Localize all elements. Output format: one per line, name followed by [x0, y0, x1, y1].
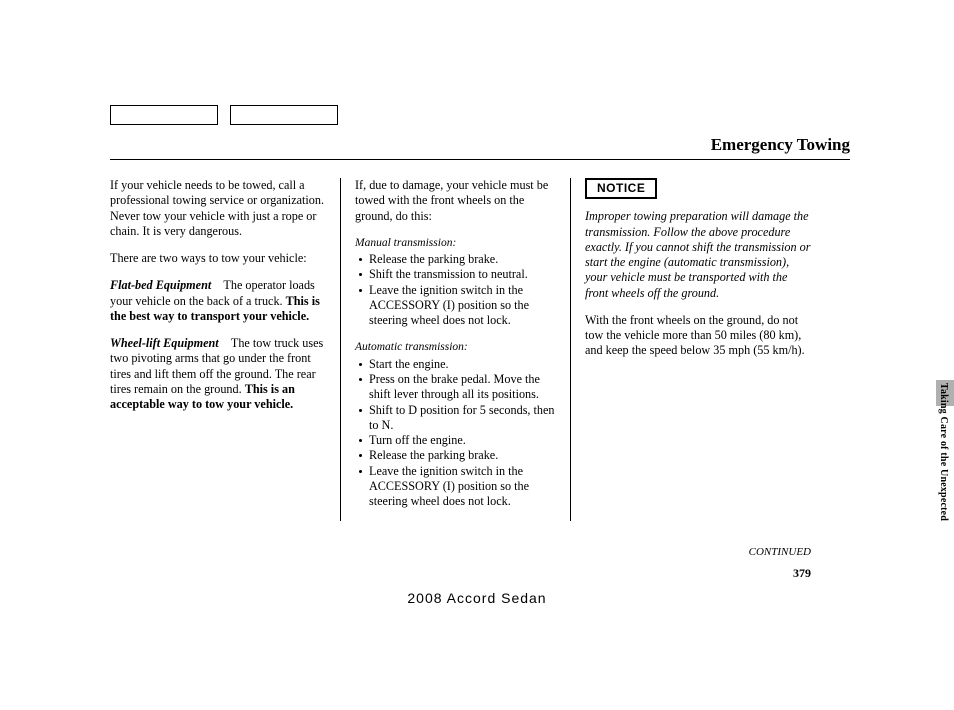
header-reference-boxes	[110, 105, 850, 125]
list-item-text: Shift to D position for 5 seconds, then …	[369, 403, 555, 432]
title-row: Emergency Towing	[110, 135, 850, 160]
list-item-text: Turn off the engine.	[369, 433, 466, 447]
col3-p2: With the front wheels on the ground, do …	[585, 313, 811, 359]
column-1: If your vehicle needs to be towed, call …	[110, 178, 340, 521]
list-item: Release the parking brake.	[355, 448, 556, 463]
list-item: Leave the ignition switch in the ACCESSO…	[355, 464, 556, 510]
list-item-text: Start the engine.	[369, 357, 449, 371]
continued-label: CONTINUED	[749, 546, 811, 560]
auto-list: Start the engine. Press on the brake ped…	[355, 357, 556, 510]
notice-text: Improper towing preparation will damage …	[585, 209, 811, 301]
col1-wheellift: Wheel-lift Equipment The tow truck uses …	[110, 336, 326, 412]
auto-label: Automatic transmission:	[355, 340, 556, 354]
list-item: Shift to D position for 5 seconds, then …	[355, 403, 556, 434]
page-number: 379	[793, 566, 811, 581]
list-item-text: Leave the ignition switch in the ACCESSO…	[369, 464, 529, 509]
list-item-text: Release the parking brake.	[369, 252, 498, 266]
header-box-1	[110, 105, 218, 125]
col1-flatbed: Flat-bed Equipment The operator loads yo…	[110, 278, 326, 324]
wheellift-label: Wheel-lift Equipment	[110, 336, 219, 350]
column-3: NOTICE Improper towing preparation will …	[570, 178, 825, 521]
col1-p2: There are two ways to tow your vehicle:	[110, 251, 326, 266]
list-item: Start the engine.	[355, 357, 556, 372]
list-item-text: Release the parking brake.	[369, 448, 498, 462]
manual-list: Release the parking brake. Shift the tra…	[355, 252, 556, 328]
page-title: Emergency Towing	[711, 135, 850, 155]
notice-label: NOTICE	[597, 181, 645, 195]
col1-p1: If your vehicle needs to be towed, call …	[110, 178, 326, 239]
header-box-2	[230, 105, 338, 125]
list-item: Turn off the engine.	[355, 433, 556, 448]
list-item-text: Leave the ignition switch in the ACCESSO…	[369, 283, 529, 328]
list-item: Shift the transmission to neutral.	[355, 267, 556, 282]
flatbed-gap	[211, 278, 223, 292]
list-item: Leave the ignition switch in the ACCESSO…	[355, 283, 556, 329]
manual-label: Manual transmission:	[355, 236, 556, 250]
list-item: Release the parking brake.	[355, 252, 556, 267]
col2-p1: If, due to damage, your vehicle must be …	[355, 178, 556, 224]
page-content: Emergency Towing If your vehicle needs t…	[110, 105, 850, 521]
list-item: Press on the brake pedal. Move the shift…	[355, 372, 556, 403]
columns: If your vehicle needs to be towed, call …	[110, 178, 850, 521]
list-item-text: Shift the transmission to neutral.	[369, 267, 528, 281]
footer-model: 2008 Accord Sedan	[407, 590, 546, 606]
section-label: Taking Care of the Unexpected	[938, 383, 949, 521]
wheellift-gap	[219, 336, 231, 350]
column-2: If, due to damage, your vehicle must be …	[340, 178, 570, 521]
notice-box: NOTICE	[585, 178, 657, 199]
flatbed-label: Flat-bed Equipment	[110, 278, 211, 292]
list-item-text: Press on the brake pedal. Move the shift…	[369, 372, 540, 401]
